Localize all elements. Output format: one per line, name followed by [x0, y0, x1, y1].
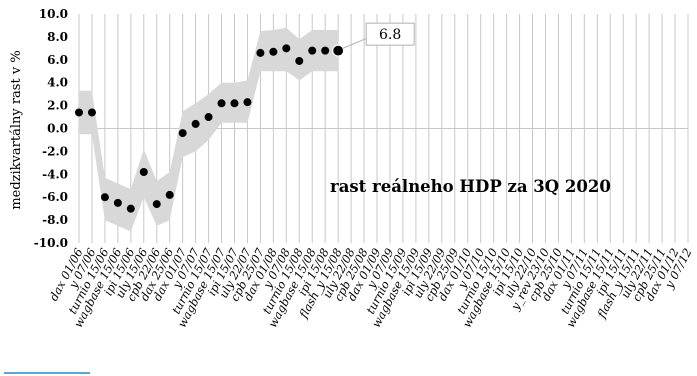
data-point: [191, 119, 200, 128]
data-point: [152, 200, 161, 209]
callout-box: [365, 22, 415, 46]
data-point: [178, 129, 187, 138]
data-point: [269, 47, 278, 56]
data-point: [139, 168, 148, 177]
data-point: [282, 44, 291, 53]
callout-label: 6.8: [379, 27, 401, 43]
y-tick-label: -8.0: [42, 213, 68, 227]
data-points: [75, 44, 345, 213]
confidence-band: [79, 27, 339, 232]
y-tick-label: -6.0: [42, 190, 68, 204]
data-point: [308, 46, 317, 55]
data-point: [75, 108, 83, 117]
y-axis-label: medzikvartálny rast v %: [9, 50, 24, 209]
data-point: [126, 204, 135, 213]
data-point: [113, 198, 122, 207]
y-tick-label: -4.0: [42, 167, 68, 181]
y-tick-label: 6.0: [47, 53, 68, 67]
y-tick-label: 10.0: [39, 7, 68, 21]
y-tick-label: 0.0: [47, 122, 68, 136]
grid: [78, 14, 689, 243]
y-tick-label: 4.0: [47, 76, 68, 90]
y-tick-labels: -10.0 -8.0 -6.0 -4.0 -2.0 0.0 2.0 4.0 6.0 8.0 10.0: [34, 7, 68, 250]
data-point: [230, 99, 239, 108]
chart-annotation: rast reálneho HDP za 3Q 2020: [330, 177, 611, 196]
data-point: [165, 190, 174, 199]
y-tick-label: -2.0: [42, 144, 68, 158]
y-tick-label: 8.0: [47, 30, 68, 44]
data-point: [256, 48, 265, 57]
data-point: [87, 108, 96, 117]
data-point: [217, 99, 226, 108]
data-point: [100, 193, 109, 202]
data-point: [243, 98, 252, 107]
y-tick-label: 2.0: [47, 99, 68, 113]
data-point: [332, 44, 345, 57]
data-point: [204, 113, 213, 122]
data-point: [321, 46, 330, 55]
callout-leader: [341, 38, 367, 50]
bottom-accent-line: [4, 372, 90, 374]
y-tick-label: -10.0: [34, 236, 68, 250]
data-point: [295, 56, 304, 65]
